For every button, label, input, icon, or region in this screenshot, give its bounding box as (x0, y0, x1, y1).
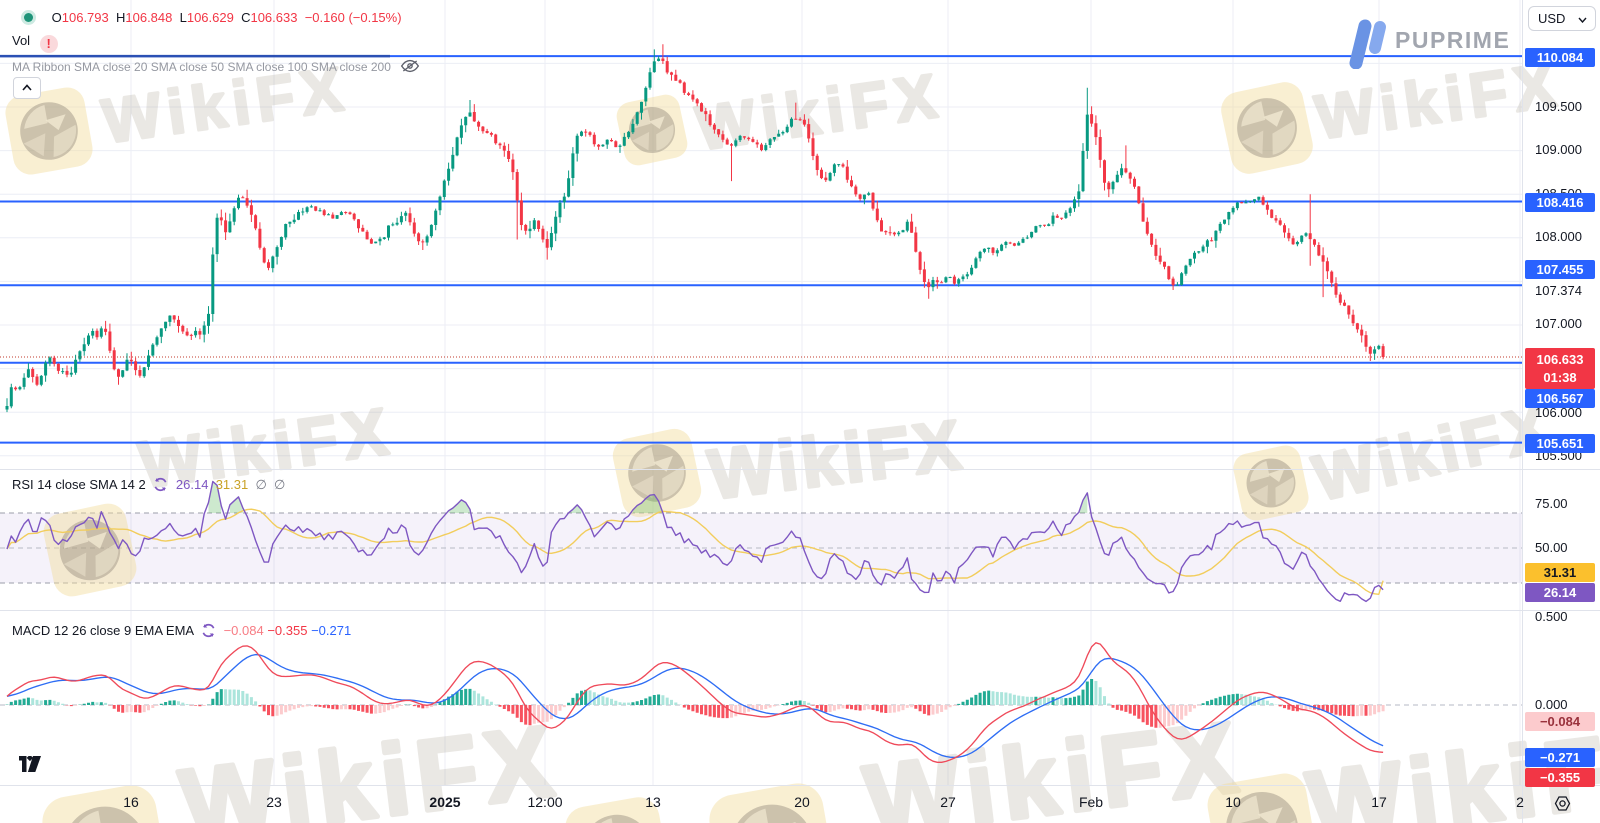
svg-text:WikiFX: WikiFX (704, 405, 968, 514)
svg-text:WikiFX: WikiFX (692, 61, 947, 164)
svg-text:WikiFX: WikiFX (1307, 390, 1560, 515)
svg-text:WikiFX: WikiFX (859, 700, 1250, 823)
svg-text:WikiFX: WikiFX (175, 704, 566, 823)
